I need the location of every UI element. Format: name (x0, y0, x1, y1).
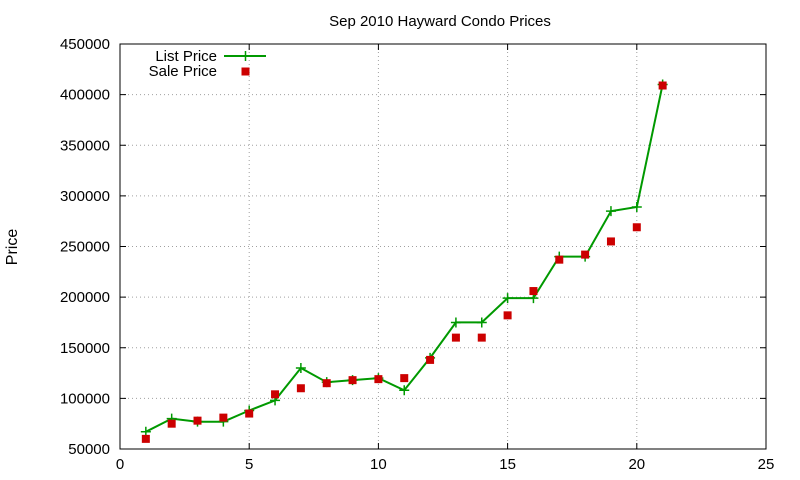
list-price-point (450, 317, 461, 328)
list-price-point (476, 317, 487, 328)
sale-price-point (477, 333, 486, 342)
sale-price-point (141, 434, 150, 443)
y-tick-label: 50000 (68, 441, 110, 458)
sale-price-point (219, 413, 228, 422)
sale-price-point (271, 390, 280, 399)
sale-price-point (400, 374, 409, 383)
sale-price-point (658, 81, 667, 90)
legend-marker-list-price (240, 51, 251, 61)
y-tick-label: 100000 (60, 390, 110, 407)
list-price-point (295, 363, 306, 373)
list-price-point (605, 206, 616, 217)
series-layer (140, 79, 668, 443)
sale-price-point (451, 333, 460, 342)
list-price-point (399, 385, 410, 396)
y-axis-label: Price (4, 229, 21, 266)
y-tick-label: 300000 (60, 188, 110, 205)
x-tick-label: 20 (628, 456, 645, 473)
sale-price-point (581, 250, 590, 259)
y-tick-label: 400000 (60, 87, 110, 104)
legend: List Price Sale Price (149, 48, 266, 80)
sale-price-point (322, 379, 331, 388)
x-tick-label: 10 (370, 456, 387, 473)
sale-price-point (193, 416, 202, 425)
sale-price-point (167, 419, 176, 428)
list-price-point (631, 202, 642, 213)
list-price-point (502, 293, 513, 304)
x-tick-label: 0 (116, 456, 124, 473)
series-1 (141, 81, 667, 443)
grid (120, 44, 766, 449)
sale-price-point (296, 384, 305, 393)
legend-label-sale-price: Sale Price (149, 63, 217, 80)
chart-title: Sep 2010 Hayward Condo Prices (329, 13, 551, 30)
x-tick-label: 15 (499, 456, 516, 473)
plot-frame (119, 43, 767, 450)
sale-price-point (426, 355, 435, 364)
legend-marker-sale-price (241, 67, 250, 76)
sale-price-point (555, 255, 564, 264)
y-tick-label: 350000 (60, 137, 110, 154)
x-tick-label: 5 (245, 456, 253, 473)
y-tick-label: 250000 (60, 239, 110, 256)
sale-price-point (245, 409, 254, 418)
y-tick-label: 450000 (60, 36, 110, 53)
y-tick-label: 200000 (60, 289, 110, 306)
y-tick-label: 150000 (60, 340, 110, 357)
sale-price-point (529, 287, 538, 296)
x-tick-label: 25 (758, 456, 775, 473)
axis-ticks: 0 5 10 15 20 25 50000 100000 150000 200000 250000 3… (60, 36, 774, 473)
legend-label-list-price: List Price (155, 48, 217, 65)
sale-price-point (606, 237, 615, 246)
sale-price-point (632, 223, 641, 232)
sale-price-point (348, 376, 357, 385)
sale-price-point (503, 311, 512, 320)
sale-price-point (374, 375, 383, 384)
